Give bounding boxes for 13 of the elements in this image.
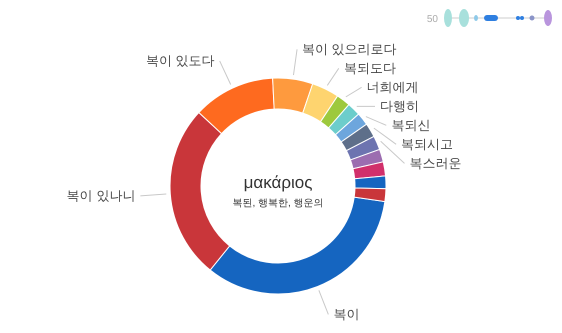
slice-label: 복이 있나니 <box>66 188 136 203</box>
text: μακάριος <box>244 173 312 192</box>
slice-label: 복되시고 <box>401 136 454 152</box>
slice-label: 다행히 <box>380 98 419 114</box>
slice-label: 복이 있도다 <box>146 52 215 68</box>
slice-label: 복이 있으리로다 <box>302 41 397 56</box>
slice-label: 너희에게 <box>366 79 419 94</box>
slice-label: 복스러운 <box>409 155 462 170</box>
text: 복된, 행복한, 행운의 <box>232 198 324 209</box>
text: 50 <box>426 14 438 25</box>
slice-label: 복되신 <box>391 117 430 132</box>
slice-label: 복이 <box>333 306 360 322</box>
slice-label: 복되도다 <box>344 60 396 76</box>
